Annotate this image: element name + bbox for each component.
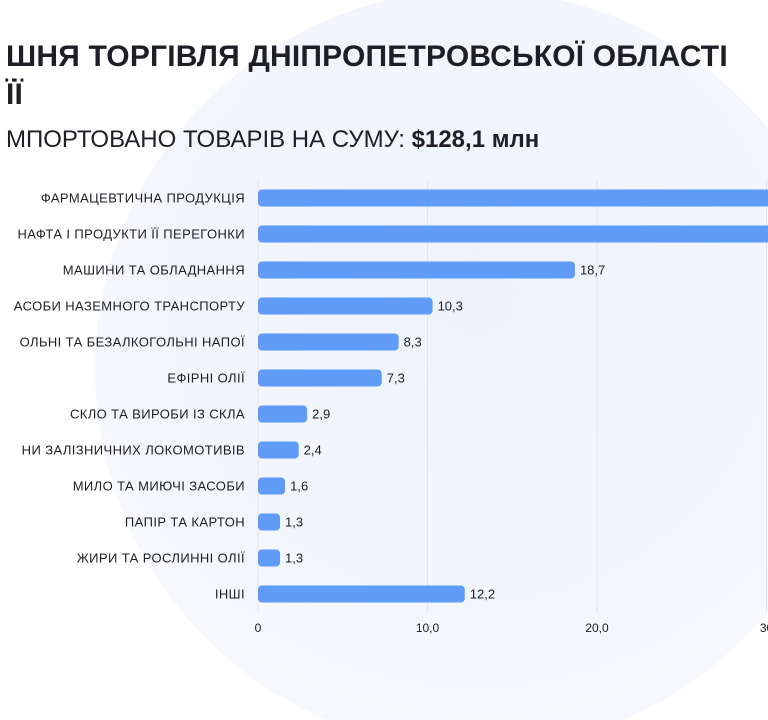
- value-label: 18,7: [580, 263, 605, 278]
- value-label: 10,3: [438, 299, 463, 314]
- category-label: ФАРМАЦЕВТИЧНА ПРОДУКЦІЯ: [41, 191, 245, 206]
- category-label: ЖИРИ ТА РОСЛИННІ ОЛІЇ: [77, 551, 245, 566]
- category-label: АСОБИ НАЗЕМНОГО ТРАНСПОРТУ: [14, 299, 246, 314]
- subtitle-prefix: МПОРТОВАНО ТОВАРІВ НА СУМУ:: [6, 126, 405, 153]
- bar: [258, 333, 399, 351]
- subtitle-total-value: $128,1 млн: [411, 126, 540, 153]
- category-label: ОЛЬНІ ТА БЕЗАЛКОГОЛЬНІ НАПОЇ: [20, 335, 245, 350]
- value-label: 1,3: [285, 515, 303, 530]
- category-label: СКЛО ТА ВИРОБИ ІЗ СКЛА: [70, 407, 245, 422]
- category-label: МИЛО ТА МИЮЧІ ЗАСОБИ: [73, 479, 245, 494]
- x-tick-label: 10,0: [416, 621, 440, 635]
- bars: [258, 189, 768, 603]
- category-label: ПАПІР ТА КАРТОН: [125, 515, 245, 530]
- category-label: ІНШІ: [215, 587, 245, 602]
- bar: [258, 225, 768, 243]
- bar: [258, 513, 281, 531]
- page-title-line-2: ЇЇ: [6, 78, 23, 111]
- category-label: МАШИНИ ТА ОБЛАДНАННЯ: [63, 263, 245, 278]
- value-label: 12,2: [470, 587, 495, 602]
- x-tick-label: 30: [760, 621, 768, 635]
- value-label: 8,3: [404, 335, 422, 350]
- bar: [258, 189, 768, 207]
- subtitle: МПОРТОВАНО ТОВАРІВ НА СУМУ: $128,1 млн: [6, 126, 539, 154]
- category-labels: ФАРМАЦЕВТИЧНА ПРОДУКЦІЯ НАФТА І ПРОДУКТИ …: [14, 191, 246, 602]
- category-label: НИ ЗАЛІЗНИЧНИХ ЛОКОМОТИВІВ: [22, 443, 245, 458]
- category-label: НАФТА І ПРОДУКТИ ЇЇ ПЕРЕГОНКИ: [17, 227, 245, 242]
- x-axis-ticks: 0 10,0 20,0 30: [255, 621, 768, 635]
- bar: [258, 261, 575, 279]
- x-tick-label: 20,0: [585, 621, 609, 635]
- value-labels: 18,7 10,3 8,3 7,3 2,9 2,4 1,6 1,3 1,3 12,2: [285, 263, 605, 602]
- bar: [258, 405, 308, 423]
- bar: [258, 297, 433, 315]
- value-label: 2,4: [304, 443, 322, 458]
- bar: [258, 585, 465, 603]
- value-label: 1,3: [285, 551, 303, 566]
- value-label: 7,3: [387, 371, 405, 386]
- x-tick-label: 0: [255, 621, 262, 635]
- page-title-line-1: ШНЯ ТОРГІВЛЯ ДНІПРОПЕТРОВСЬКОЇ ОБЛАСТІ: [6, 40, 728, 73]
- bar: [258, 441, 299, 459]
- bar: [258, 477, 286, 495]
- bar: [258, 549, 281, 567]
- bar: [258, 369, 382, 387]
- grid-lines: [257, 180, 767, 612]
- category-label: ЕФІРНІ ОЛІЇ: [167, 371, 245, 386]
- value-label: 2,9: [312, 407, 330, 422]
- value-label: 1,6: [290, 479, 308, 494]
